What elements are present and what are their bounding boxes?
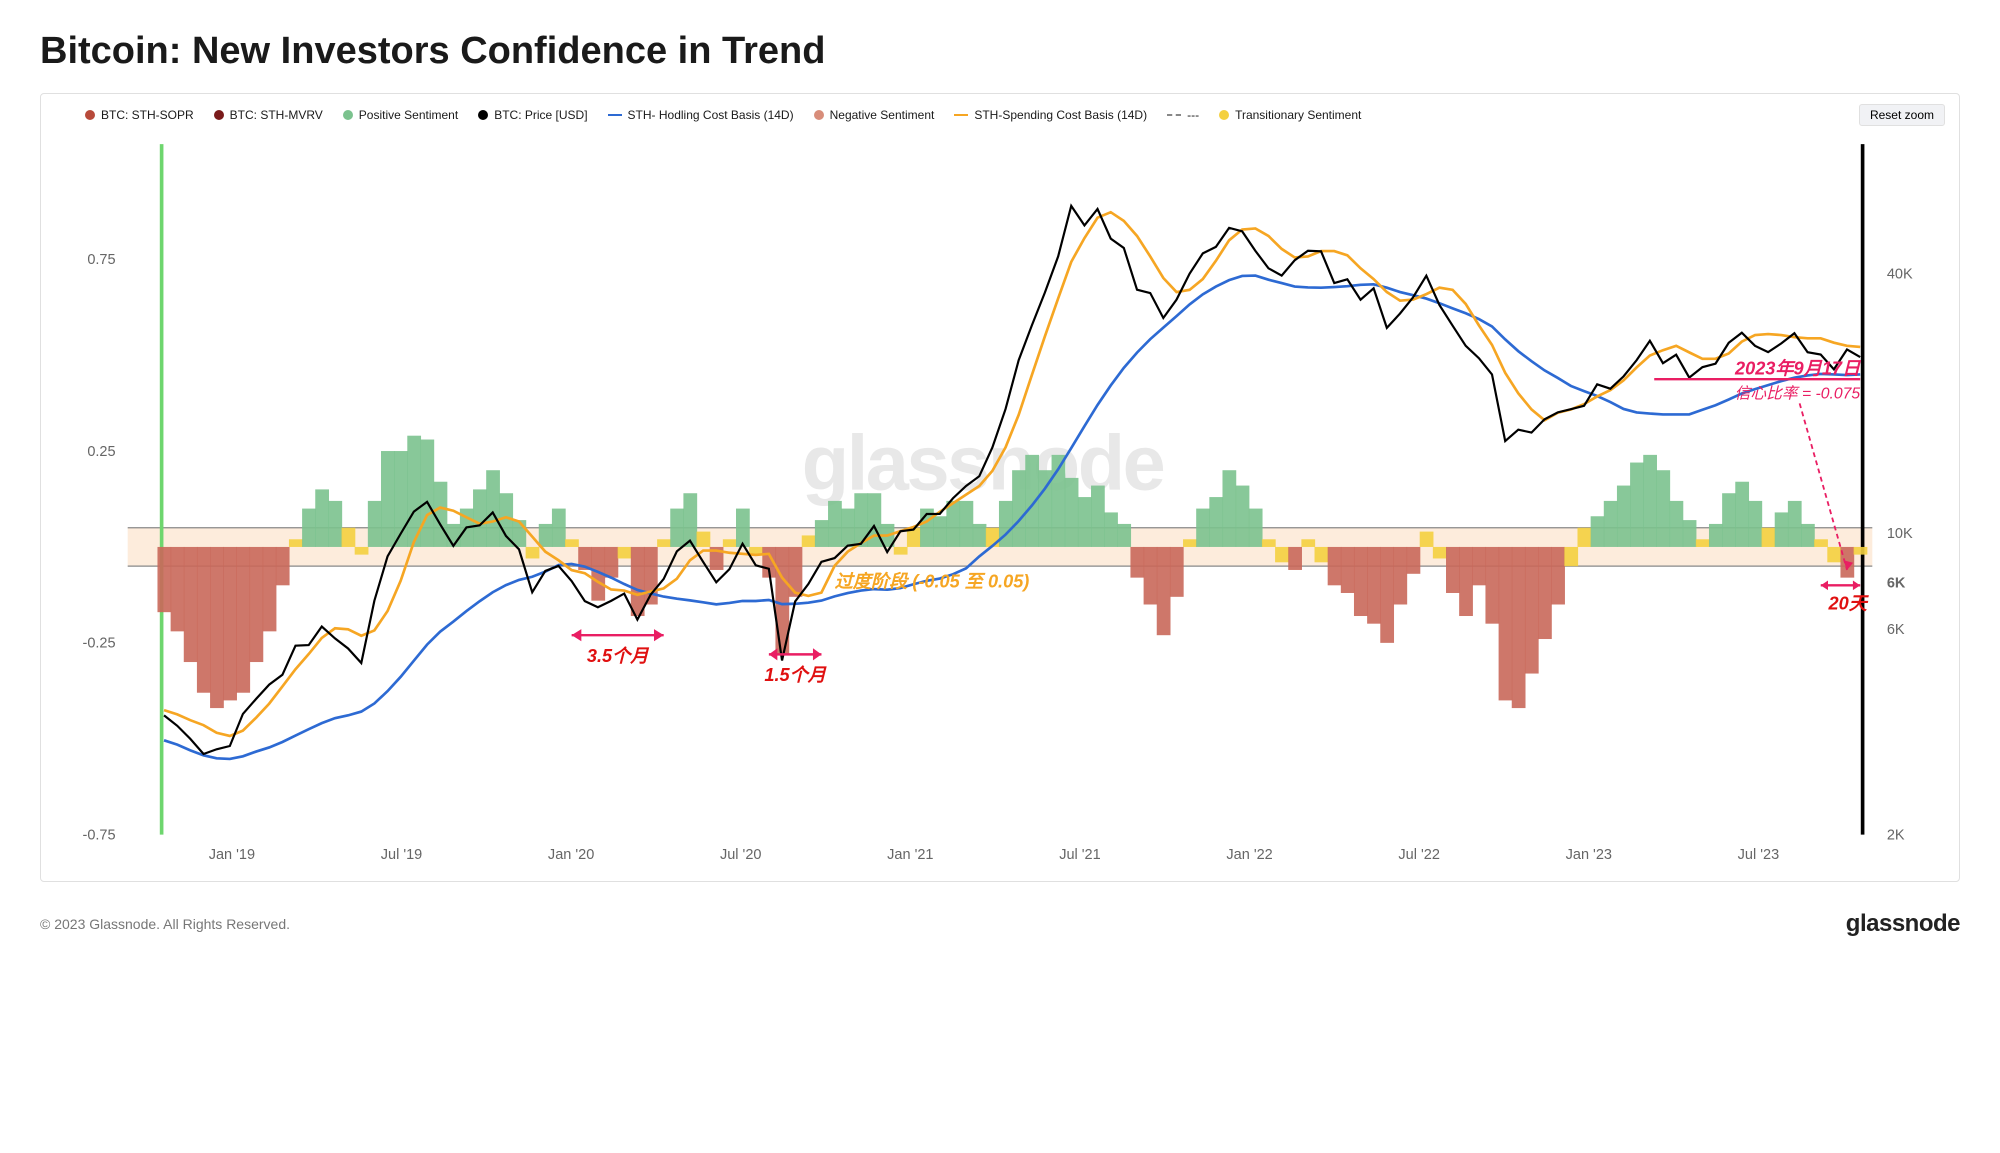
legend-item[interactable]: Positive Sentiment	[343, 108, 458, 122]
legend-swatch	[1167, 114, 1181, 116]
legend-swatch	[814, 110, 824, 120]
svg-text:Jan '22: Jan '22	[1226, 847, 1272, 863]
svg-text:Jan '23: Jan '23	[1566, 847, 1612, 863]
legend-label: STH-Spending Cost Basis (14D)	[974, 108, 1147, 122]
legend-item[interactable]: BTC: STH-SOPR	[85, 108, 194, 122]
svg-text:信心比率 = -0.075: 信心比率 = -0.075	[1735, 385, 1861, 403]
legend-swatch	[1219, 110, 1229, 120]
svg-text:Jan '21: Jan '21	[887, 847, 933, 863]
chart-svg: glassnode-0.75-0.250.250.752K6K10K40KJan…	[55, 132, 1945, 871]
brand-logo: glassnode	[1846, 910, 1960, 938]
svg-text:2023年9月17日: 2023年9月17日	[1734, 358, 1862, 378]
legend-item[interactable]: STH-Spending Cost Basis (14D)	[954, 108, 1147, 122]
svg-text:Jul '19: Jul '19	[381, 847, 423, 863]
svg-text:Jul '21: Jul '21	[1059, 847, 1101, 863]
footer: © 2023 Glassnode. All Rights Reserved. g…	[40, 910, 1960, 938]
legend-item[interactable]: Negative Sentiment	[814, 108, 935, 122]
legend-item[interactable]: BTC: STH-MVRV	[214, 108, 323, 122]
svg-text:Jul '22: Jul '22	[1398, 847, 1440, 863]
legend-swatch	[608, 114, 622, 116]
svg-text:0.25: 0.25	[87, 444, 115, 460]
svg-text:-0.75: -0.75	[82, 828, 115, 844]
svg-text:10K: 10K	[1887, 526, 1913, 542]
svg-text:Jan '20: Jan '20	[548, 847, 594, 863]
chart-title: Bitcoin: New Investors Confidence in Tre…	[40, 30, 1960, 73]
legend-item[interactable]: ---	[1167, 108, 1199, 122]
chart-panel: BTC: STH-SOPR BTC: STH-MVRV Positive Senti…	[40, 93, 1960, 882]
legend-label: Positive Sentiment	[359, 108, 458, 122]
legend-swatch	[954, 114, 968, 116]
legend-swatch	[343, 110, 353, 120]
legend-label: STH- Hodling Cost Basis (14D)	[628, 108, 794, 122]
legend-label: Transitionary Sentiment	[1235, 108, 1361, 122]
legend-swatch	[85, 110, 95, 120]
svg-text:1.5个月: 1.5个月	[764, 665, 826, 685]
svg-text:过度阶段 (-0.05 至 0.05): 过度阶段 (-0.05 至 0.05)	[835, 572, 1030, 592]
svg-text:6K: 6K	[1887, 622, 1905, 638]
legend-item[interactable]: STH- Hodling Cost Basis (14D)	[608, 108, 794, 122]
svg-text:2K: 2K	[1887, 828, 1905, 844]
svg-text:3.5个月: 3.5个月	[587, 646, 649, 666]
svg-text:0.75: 0.75	[87, 252, 115, 268]
legend-label: BTC: Price [USD]	[494, 108, 587, 122]
svg-text:6K: 6K	[1887, 576, 1906, 592]
svg-text:Jul '23: Jul '23	[1738, 847, 1780, 863]
legend: BTC: STH-SOPR BTC: STH-MVRV Positive Senti…	[55, 104, 1945, 126]
svg-text:Jan '19: Jan '19	[209, 847, 255, 863]
copyright-text: © 2023 Glassnode. All Rights Reserved.	[40, 916, 290, 932]
svg-text:40K: 40K	[1887, 267, 1913, 283]
legend-swatch	[214, 110, 224, 120]
legend-label: Negative Sentiment	[830, 108, 935, 122]
legend-label: ---	[1187, 108, 1199, 122]
svg-text:Jul '20: Jul '20	[720, 847, 762, 863]
legend-label: BTC: STH-MVRV	[230, 108, 323, 122]
legend-label: BTC: STH-SOPR	[101, 108, 194, 122]
legend-item[interactable]: BTC: Price [USD]	[478, 108, 587, 122]
legend-swatch	[478, 110, 488, 120]
svg-text:20天: 20天	[1828, 594, 1870, 614]
svg-text:-0.25: -0.25	[82, 636, 115, 652]
reset-zoom-button[interactable]: Reset zoom	[1859, 104, 1945, 126]
legend-item[interactable]: Transitionary Sentiment	[1219, 108, 1361, 122]
plot-area[interactable]: glassnode-0.75-0.250.250.752K6K10K40KJan…	[55, 132, 1945, 871]
